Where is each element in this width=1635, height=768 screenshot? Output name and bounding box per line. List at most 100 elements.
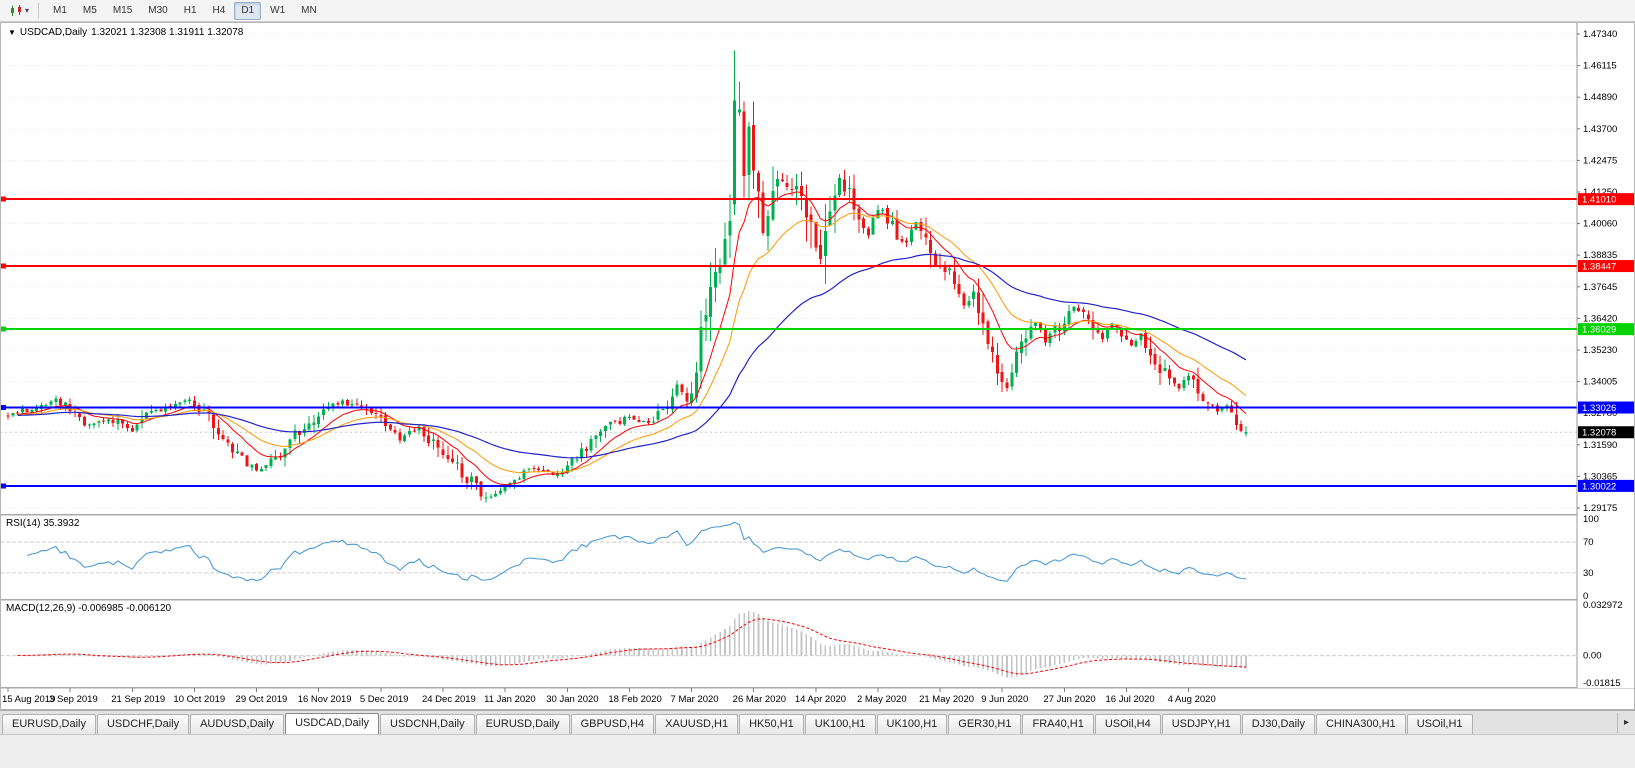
svg-text:1.36029: 1.36029: [1582, 325, 1616, 336]
tab-eurusd-daily[interactable]: EURUSD,Daily: [2, 714, 96, 734]
price-marker: 1.36029: [1578, 323, 1634, 336]
price-axis: 1.47340 1.46115 1.44890 1.43700 1.42475 1.412…: [1577, 29, 1617, 514]
price-axis-label: 1.35230: [1583, 345, 1617, 356]
price-axis-label: 1.42475: [1583, 155, 1617, 166]
ma-55-line: [17, 253, 1247, 459]
price-axis-label: 1.47340: [1583, 29, 1617, 40]
rsi-line: [26, 521, 1247, 582]
svg-text:1.33026: 1.33026: [1582, 403, 1616, 414]
timeframe-m5-button[interactable]: M5: [82, 4, 97, 16]
price-axis-label: 1.30365: [1583, 471, 1617, 482]
tab-fra40-h1[interactable]: FRA40,H1: [1022, 714, 1094, 734]
timeframe-m30-button[interactable]: M30: [148, 4, 168, 16]
price-grid: [0, 33, 1577, 509]
chart-region: 1.47340 1.46115 1.44890 1.43700 1.42475 1.412…: [0, 22, 1635, 710]
rsi-axis-label: 0: [1583, 591, 1588, 602]
tab-dj30-daily[interactable]: DJ30,Daily: [1241, 714, 1315, 734]
date-axis-label: 27 Jun 2020: [1043, 694, 1095, 705]
tab-usdcnh-daily[interactable]: USDCNH,Daily: [380, 714, 475, 734]
timeframe-m15-button[interactable]: M15: [112, 4, 133, 16]
timeframe-m1-button[interactable]: M1: [53, 4, 67, 16]
price-marker: 1.38447: [1578, 260, 1634, 273]
tab-eurusd-daily[interactable]: EURUSD,Daily: [475, 714, 570, 734]
toolbar-separator: [38, 2, 40, 19]
tab-audusd-daily[interactable]: AUDUSD,Daily: [190, 714, 285, 734]
ma-10-line: [17, 191, 1247, 486]
price-axis-label: 1.37645: [1583, 282, 1617, 293]
date-axis-label: 14 Apr 2020: [795, 694, 846, 705]
date-axis-label: 3 Sep 2019: [49, 694, 98, 705]
tab-usoil-h4[interactable]: USOil,H4: [1094, 714, 1161, 734]
tab-hk50-h1[interactable]: HK50,H1: [739, 714, 804, 734]
svg-text:1.30022: 1.30022: [1582, 481, 1616, 492]
moving-averages: [17, 191, 1247, 486]
ma-21-line: [17, 212, 1247, 474]
svg-text:1.32078: 1.32078: [1582, 428, 1616, 439]
timeframe-mn-button[interactable]: MN: [301, 4, 317, 16]
price-axis-label: 1.40060: [1583, 219, 1617, 230]
tab-usdchf-daily[interactable]: USDCHF,Daily: [96, 714, 190, 734]
svg-text:1.41010: 1.41010: [1582, 195, 1616, 206]
chevron-down-icon: ▾: [25, 5, 30, 15]
tab-usdjpy-h1[interactable]: USDJPY,H1: [1161, 714, 1241, 734]
timeframe-toolbar: ▾ M1 M5 M15 M30 H1 H4 D1 W1 MN: [0, 0, 1635, 22]
date-axis-label: 16 Jul 2020: [1106, 694, 1155, 705]
price-marker: 1.33026: [1578, 401, 1634, 414]
timeframe-h1-button[interactable]: H1: [183, 4, 197, 16]
date-axis-label: 16 Nov 2019: [298, 694, 352, 705]
date-axis-label: 7 Mar 2020: [671, 694, 719, 705]
svg-text:1.38447: 1.38447: [1582, 262, 1616, 273]
chart-tabs: EURUSD,Daily USDCHF,Daily AUDUSD,Daily USDC…: [0, 711, 1617, 734]
date-axis-label: 21 May 2020: [919, 694, 974, 705]
candlestick-chart-icon: [11, 4, 21, 16]
tab-scroll-right-button[interactable]: ▸: [1617, 712, 1635, 733]
price-axis-label: 1.38835: [1583, 250, 1617, 261]
date-axis-label: 10 Oct 2019: [173, 694, 225, 705]
horizontal-lines[interactable]: [0, 196, 1577, 489]
timeframe-buttons: M1 M5 M15 M30 H1 H4 D1 W1 MN: [45, 1, 325, 20]
price-marker: 1.32078: [1578, 426, 1634, 439]
tab-uk100-h1[interactable]: UK100,H1: [876, 714, 948, 734]
date-axis-label: 21 Sep 2019: [111, 694, 165, 705]
macd-axis-label: 0.00: [1583, 651, 1602, 662]
price-chart[interactable]: 1.47340 1.46115 1.44890 1.43700 1.42475 1.412…: [0, 22, 1635, 710]
timeframe-h4-button[interactable]: H4: [212, 4, 226, 16]
macd-signal-line: [17, 618, 1247, 675]
tab-uk100-h1[interactable]: UK100,H1: [804, 714, 876, 734]
price-marker: 1.41010: [1578, 193, 1634, 206]
date-axis-label: 15 Aug 2019: [2, 694, 55, 705]
timeframe-d1-button[interactable]: D1: [234, 1, 262, 20]
date-axis-label: 9 Jun 2020: [981, 694, 1028, 705]
tab-ger30-h1[interactable]: GER30,H1: [948, 714, 1022, 734]
status-bar: [0, 734, 1635, 768]
date-axis-label: 29 Oct 2019: [236, 694, 288, 705]
tab-china300-h1[interactable]: CHINA300,H1: [1315, 714, 1406, 734]
date-axis-label: 18 Feb 2020: [608, 694, 661, 705]
price-axis-label: 1.36420: [1583, 313, 1617, 324]
price-axis-label: 1.41250: [1583, 187, 1617, 198]
rsi-axis-label: 100: [1583, 514, 1599, 525]
chevron-right-icon: ▸: [1623, 717, 1630, 728]
date-axis-label: 2 May 2020: [857, 694, 907, 705]
date-axis-label: 4 Aug 2020: [1168, 694, 1216, 705]
date-axis-label: 26 Mar 2020: [733, 694, 786, 705]
chart-type-dropdown[interactable]: ▾: [6, 2, 32, 20]
price-axis-label: 1.31590: [1583, 440, 1617, 451]
timeframe-w1-button[interactable]: W1: [270, 4, 286, 16]
rsi-axis-label: 70: [1583, 537, 1594, 548]
date-axis-label: 11 Jan 2020: [484, 694, 536, 705]
tab-gbpusd-h4[interactable]: GBPUSD,H4: [570, 714, 655, 734]
date-axis-label: 24 Dec 2019: [422, 694, 476, 705]
tab-usoil-h1[interactable]: USOil,H1: [1406, 714, 1473, 734]
price-marker: 1.30022: [1578, 479, 1634, 492]
tab-usdcad-daily[interactable]: USDCAD,Daily: [285, 713, 380, 734]
date-axis-label: 5 Dec 2019: [360, 694, 409, 705]
date-axis-label: 30 Jan 2020: [546, 694, 598, 705]
macd-axis-label: 0.032972: [1583, 600, 1623, 611]
price-axis-label: 1.43700: [1583, 124, 1617, 135]
price-axis-label: 1.46115: [1583, 61, 1617, 72]
price-axis-label: 1.44890: [1583, 92, 1617, 103]
tab-xauusd-h1[interactable]: XAUUSD,H1: [655, 714, 739, 734]
